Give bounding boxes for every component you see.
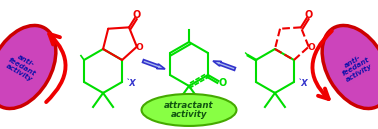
- Ellipse shape: [0, 25, 56, 108]
- FancyArrow shape: [143, 60, 165, 69]
- Text: O: O: [218, 78, 227, 88]
- Ellipse shape: [141, 94, 237, 126]
- Text: attractant
activity: attractant activity: [164, 101, 214, 119]
- Text: anti-
feedant
activity: anti- feedant activity: [338, 51, 374, 83]
- Text: O: O: [305, 10, 313, 20]
- Text: O: O: [308, 43, 316, 52]
- FancyArrowPatch shape: [313, 31, 332, 99]
- FancyArrow shape: [213, 61, 235, 70]
- FancyArrowPatch shape: [46, 34, 65, 102]
- Ellipse shape: [322, 25, 378, 108]
- Text: O: O: [133, 10, 141, 20]
- Text: O: O: [136, 43, 144, 52]
- Text: anti-
feedant
activity: anti- feedant activity: [4, 51, 40, 83]
- Text: `X: `X: [126, 79, 137, 88]
- Text: `X: `X: [298, 79, 309, 88]
